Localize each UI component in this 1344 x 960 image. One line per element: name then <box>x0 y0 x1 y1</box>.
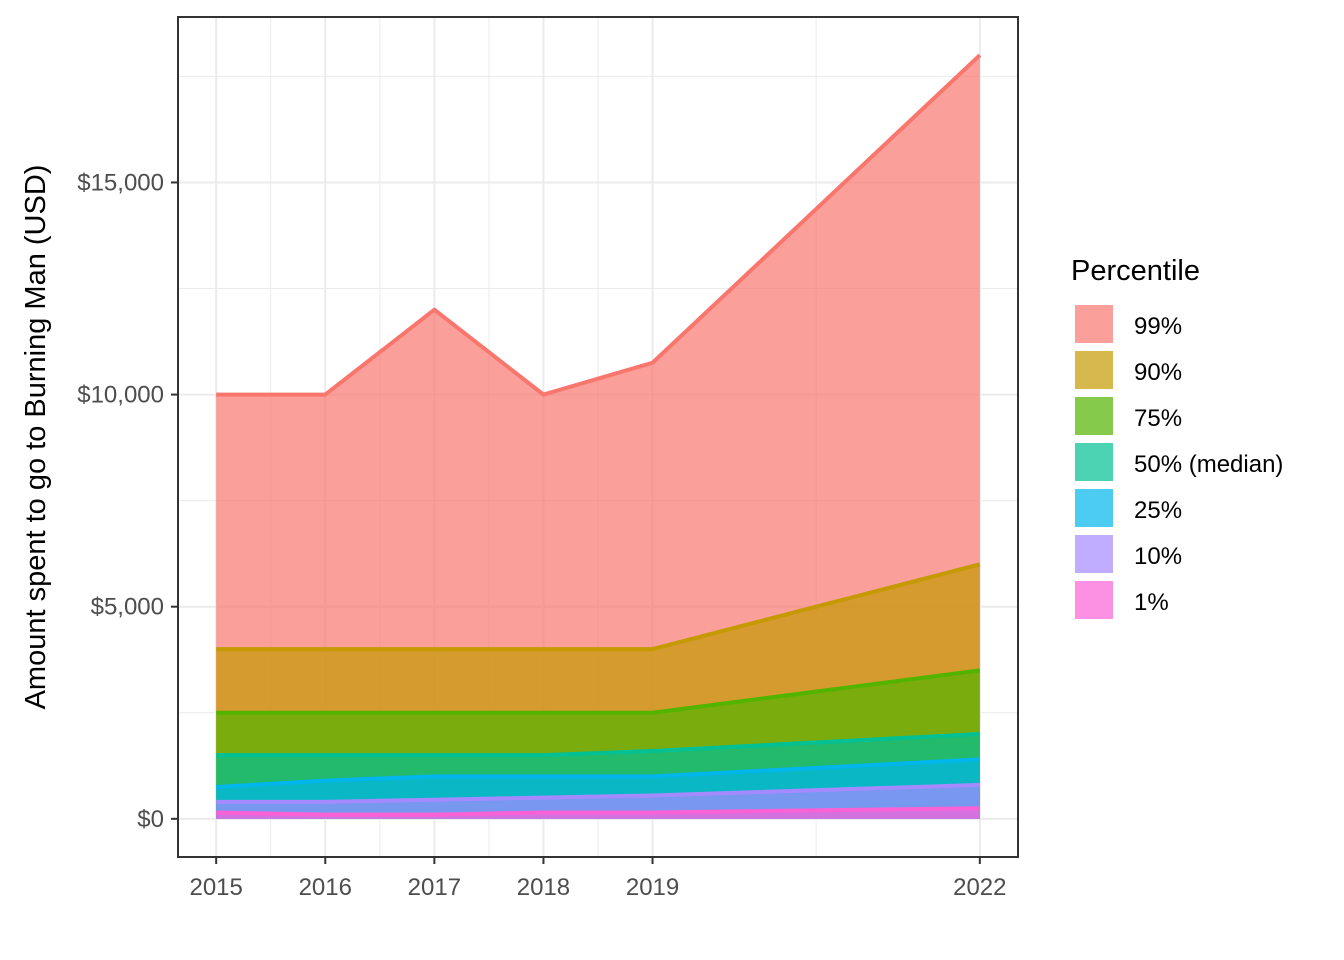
legend-key <box>1075 351 1113 389</box>
y-tick-label: $15,000 <box>77 169 164 196</box>
line-1% <box>216 806 980 817</box>
legend-title: Percentile <box>1071 255 1200 287</box>
legend-label: 50% (median) <box>1134 451 1283 478</box>
legend-key <box>1075 581 1113 619</box>
line-25% <box>216 757 980 789</box>
x-tick-label: 2022 <box>953 874 1006 901</box>
series-lines <box>216 53 982 817</box>
legend-label: 75% <box>1134 405 1182 432</box>
line-75% <box>216 668 981 715</box>
legend-label: 1% <box>1134 589 1169 616</box>
y-axis-title: Amount spent to go to Burning Man (USD) <box>20 165 52 710</box>
legend-label: 10% <box>1134 543 1182 570</box>
panel-border-rect <box>177 16 1019 858</box>
x-tick-label: 2018 <box>517 874 570 901</box>
line-99% <box>216 53 982 397</box>
x-tick-label: 2017 <box>408 874 461 901</box>
legend-label: 90% <box>1134 359 1182 386</box>
line-50% (median) <box>216 731 980 758</box>
x-axis: 2015 2016 2017 2018 2019 2022 <box>189 857 1007 901</box>
line-10% <box>216 782 980 804</box>
x-tick-label: 2016 <box>299 874 352 901</box>
legend-key <box>1075 535 1113 573</box>
panel-border <box>177 16 1019 858</box>
y-axis: $0 $5,000 $10,000 $15,000 <box>77 169 178 833</box>
y-tick-label: $10,000 <box>77 382 164 409</box>
legend-key <box>1075 397 1113 435</box>
legend-key <box>1075 305 1113 343</box>
legend-key <box>1075 443 1113 481</box>
legend-label: 99% <box>1134 313 1182 340</box>
x-tick-label: 2019 <box>626 874 679 901</box>
y-tick-label: $5,000 <box>91 594 164 621</box>
y-tick-label: $0 <box>137 806 164 833</box>
legend-key <box>1075 489 1113 527</box>
legend: Percentile 99% 90% 75% 50% (median) 25% 10% 1% <box>1071 255 1283 619</box>
x-tick-label: 2015 <box>189 874 242 901</box>
legend-label: 25% <box>1134 497 1182 524</box>
line-90% <box>216 562 981 652</box>
